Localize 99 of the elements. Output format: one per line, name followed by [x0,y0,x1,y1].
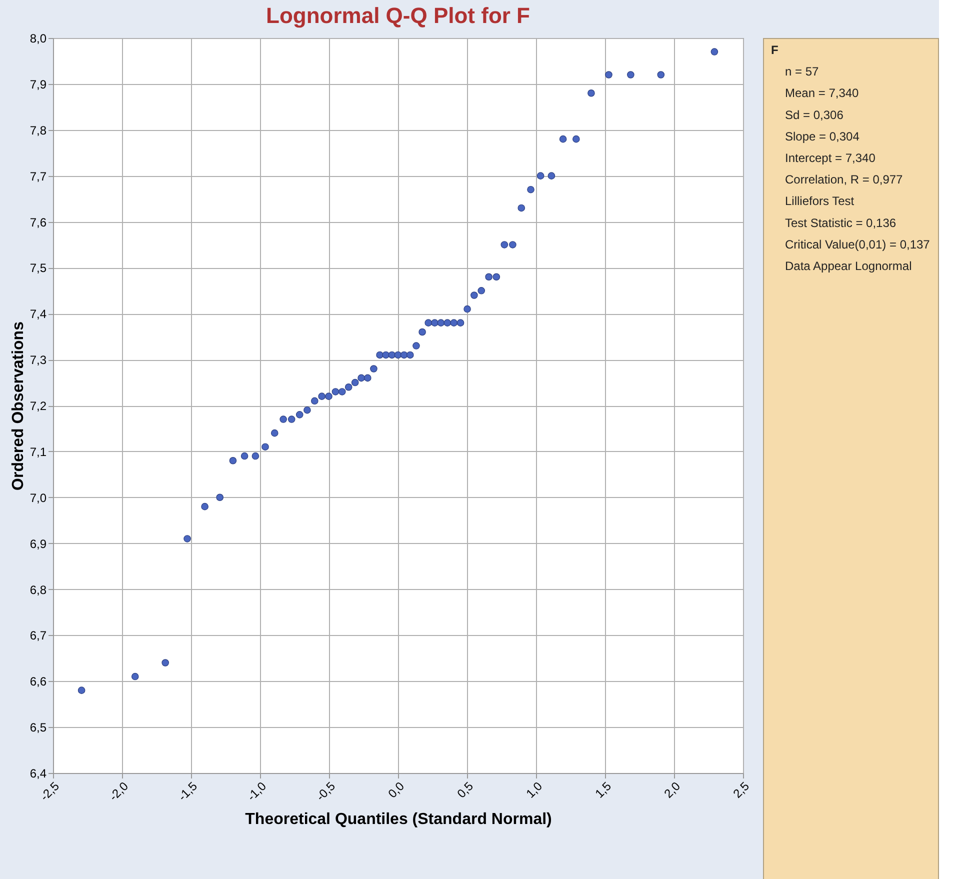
x-tick-label: -1,5 [175,778,200,804]
y-tick-label: 6,9 [30,536,47,551]
text: Mean = 7,340 [785,86,860,100]
y-tick-label: 7,8 [30,123,47,138]
y-tick-label: 7,9 [30,77,47,92]
point [424,319,432,326]
point [358,374,365,382]
point [588,89,595,97]
x-tick-label: 0,0 [385,778,408,801]
y-tick-label: 7,6 [30,215,47,230]
y-tick-label: 7,5 [30,261,47,276]
point [240,452,248,460]
text: Correlation, R = 0,977 [785,172,904,187]
point [351,378,359,386]
point [338,388,346,396]
point [509,241,516,248]
point [437,319,445,326]
point [201,502,208,510]
point [344,383,352,391]
point [418,328,426,336]
point [162,659,169,666]
point [627,71,634,78]
point [304,406,311,414]
x-tick-label: 2,5 [730,778,752,801]
point [332,388,340,396]
point [492,273,500,281]
y-tick-label: 7,7 [30,169,47,184]
text: Slope = 0,304 [785,129,860,144]
point [252,452,260,460]
point [559,135,567,143]
point [605,71,612,78]
y-tick-label: 8,0 [30,32,47,46]
point [216,494,224,502]
y-tick-label: 7,3 [30,353,47,368]
x-axis-title: Theoretical Quantiles (Standard Normal) [245,810,552,828]
point [431,319,438,326]
point [572,135,580,143]
point [229,456,237,464]
point [370,365,378,372]
point [470,292,478,299]
point [444,319,452,326]
point [412,342,420,350]
x-tick-label: -2,5 [37,778,62,804]
point [270,429,278,437]
point [406,351,414,359]
point [382,351,390,359]
point [657,71,665,78]
point [78,686,86,694]
text: Critical Value(0,01) = 0,137 [785,237,930,252]
y-tick-label: 7,1 [30,444,47,459]
text: Sd = 0,306 [785,108,844,122]
point [518,204,526,212]
point [388,351,396,359]
y-tick-label: 7,0 [30,490,47,505]
x-tick-label: -1,0 [244,778,270,804]
point [527,186,534,194]
point [464,305,471,313]
point [262,443,269,450]
point [131,672,139,680]
point [500,241,508,248]
point [310,397,318,405]
point [710,48,718,56]
point [318,392,326,400]
point [536,172,544,180]
y-tick-label: 6,4 [30,766,47,780]
point [450,319,458,326]
text: n = 57 [785,64,820,79]
point [376,351,384,359]
y-axis-title: Ordered Observations [10,321,27,490]
point [478,287,486,294]
y-tick-label: 6,5 [30,720,47,735]
x-tick-label: -2,0 [106,778,132,804]
y-tick-label: 7,2 [30,399,47,413]
x-tick-label: 1,0 [523,778,546,801]
point [456,319,464,326]
point [288,416,296,423]
point [485,273,492,281]
point [394,351,402,359]
text: F [771,43,778,57]
x-tick-label: 0,5 [454,778,476,801]
text: Test Statistic = 0,136 [785,216,896,230]
text: Lilliefors Test [785,194,855,208]
point [364,374,372,382]
point [280,416,287,423]
point [325,392,332,400]
text: Intercept = 7,340 [785,151,876,165]
text: Data Appear Lognormal [785,259,912,273]
point [548,172,556,180]
x-tick-label: 2,0 [661,778,684,801]
point [184,535,191,542]
y-tick-label: 6,7 [30,628,47,643]
y-tick-label: 7,4 [30,307,47,322]
y-tick-label: 6,8 [30,582,47,597]
x-tick-label: 1,5 [592,778,614,801]
point [296,411,304,418]
chart-title: Lognormal Q-Q Plot for F [266,3,530,28]
y-tick-label: 6,6 [30,674,47,689]
x-tick-label: -0,5 [313,778,338,804]
point [400,351,408,359]
